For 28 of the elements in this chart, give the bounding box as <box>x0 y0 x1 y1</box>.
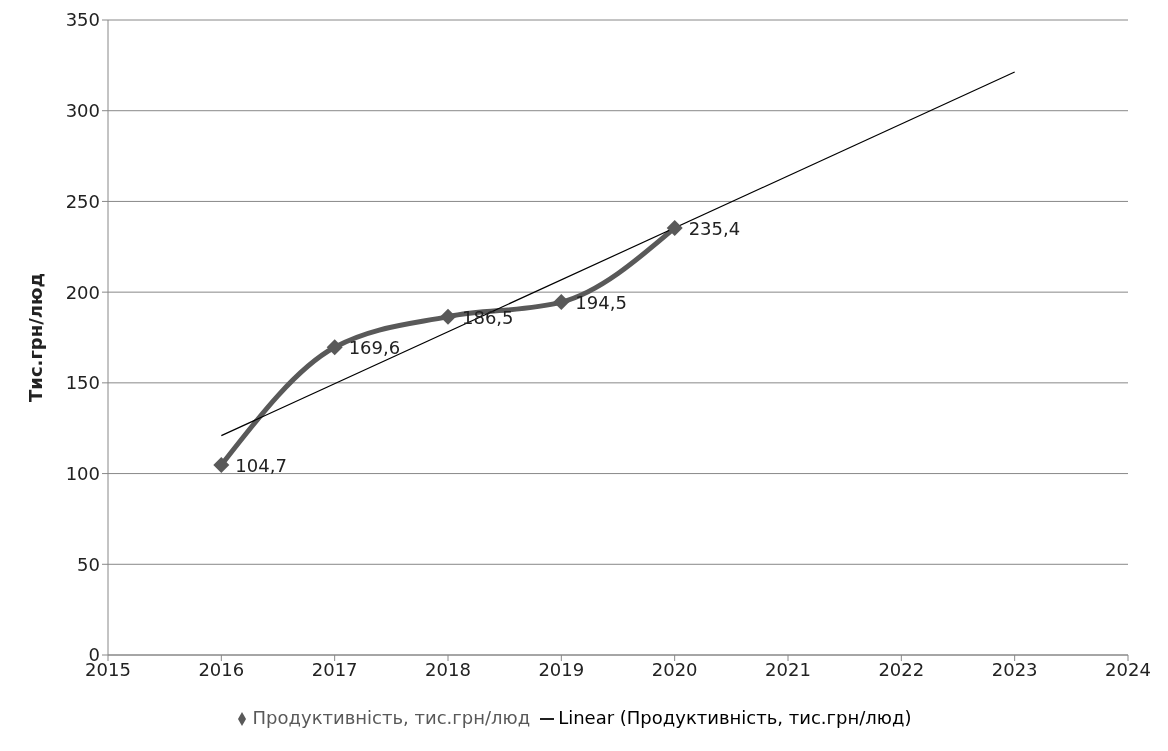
data-label: 235,4 <box>688 217 741 239</box>
point <box>666 219 683 236</box>
x-tick-label: 2016 <box>198 658 245 680</box>
x-tick-label: 2022 <box>878 658 925 680</box>
data-label: 169,6 <box>348 337 401 359</box>
x-tick-label: 2024 <box>1105 658 1151 680</box>
x-tick-label: 2017 <box>311 658 358 680</box>
point <box>440 308 456 325</box>
x-tick-label: 2018 <box>425 658 471 680</box>
x-tick-label: 2023 <box>991 658 1038 680</box>
y-tick-label: 250 <box>65 190 100 212</box>
legend-label: Linear (Продуктивність, тис.грн/люд) <box>558 707 912 728</box>
y-axis-title: Тис.грн/люд <box>25 273 47 402</box>
legend-label: Продуктивність, тис.грн/люд <box>252 707 531 728</box>
y-tick-label: 50 <box>77 553 100 575</box>
x-tick-label: 2020 <box>651 658 698 680</box>
data-label: 104,7 <box>235 455 287 477</box>
point <box>213 457 230 474</box>
point <box>553 294 570 311</box>
y-tick-label: 200 <box>65 281 100 303</box>
point <box>326 339 343 356</box>
y-tick-label: 300 <box>65 100 100 122</box>
data-label: 194,5 <box>575 292 627 314</box>
x-tick-label: 2019 <box>538 658 585 680</box>
y-tick-label: 100 <box>65 462 100 484</box>
y-tick-label: 350 <box>65 9 100 31</box>
x-tick-label: 2021 <box>765 658 811 680</box>
y-tick-label: 150 <box>65 372 100 394</box>
